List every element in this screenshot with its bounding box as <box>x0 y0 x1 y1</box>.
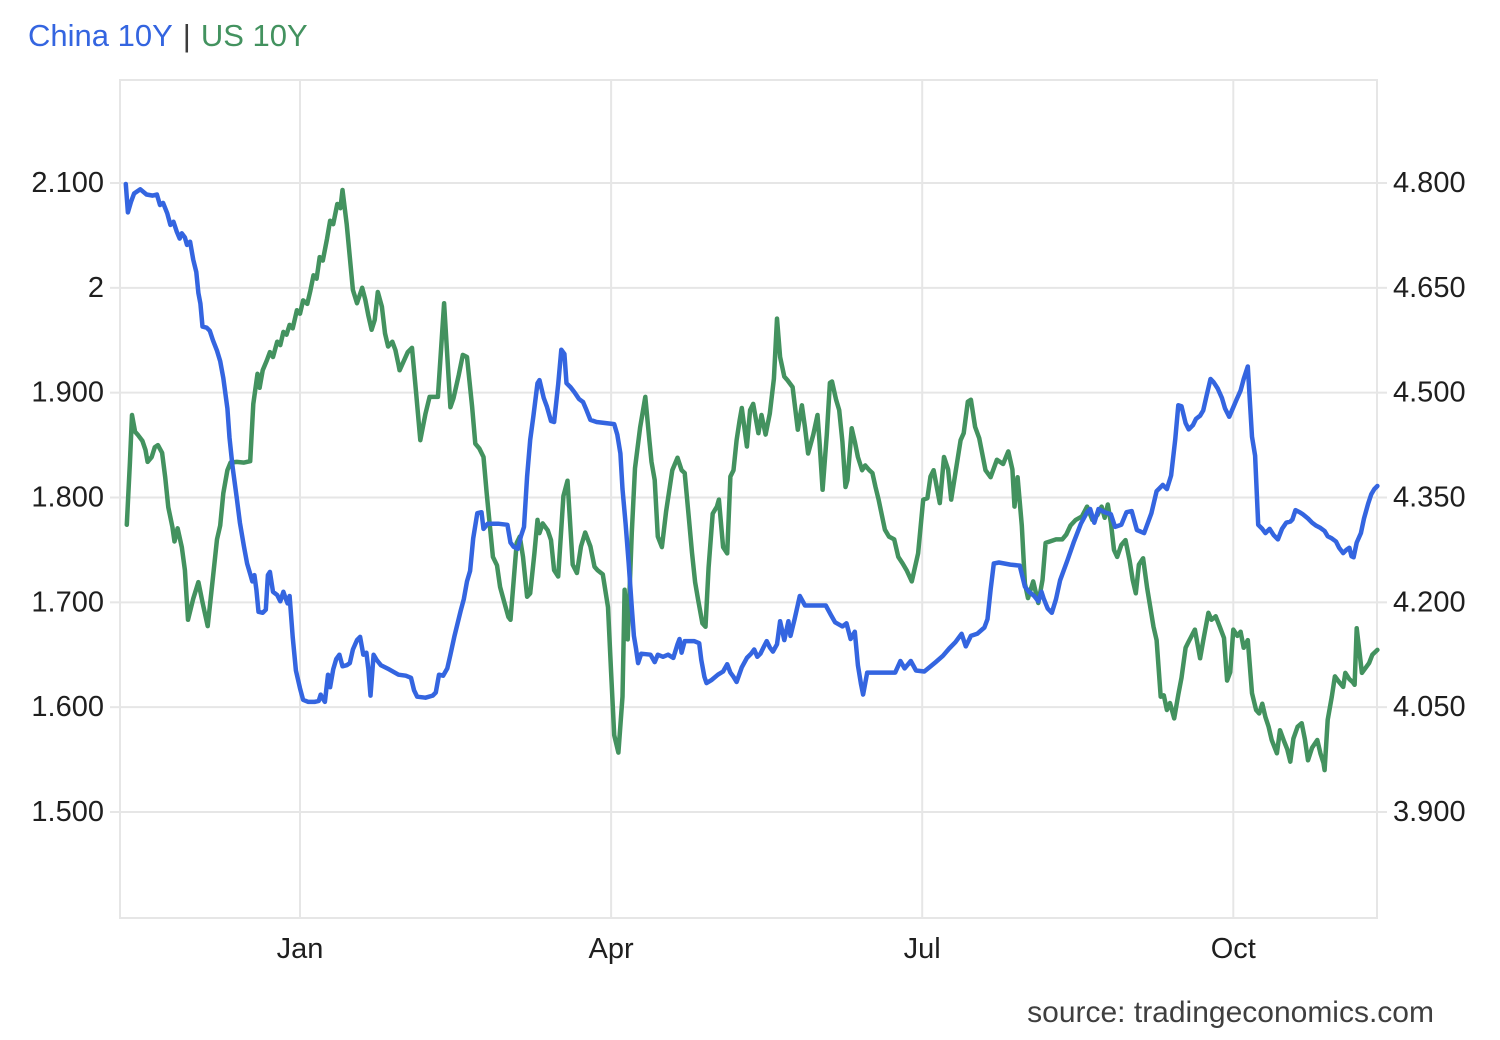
right-axis-label: 4.350 <box>1393 481 1466 513</box>
right-axis-label: 4.050 <box>1393 691 1466 723</box>
left-axis-label: 1.500 <box>31 796 104 828</box>
left-axis-label: 2 <box>88 272 104 304</box>
left-axis-label: 1.800 <box>31 481 104 513</box>
legend-china-10y[interactable]: China 10Y <box>28 18 173 53</box>
series-line-china-10y[interactable] <box>123 181 1380 705</box>
x-axis-label: Jan <box>277 933 324 965</box>
x-axis-label: Jul <box>904 933 941 965</box>
left-axis-label: 1.600 <box>31 691 104 723</box>
x-axis-label: Apr <box>589 933 634 965</box>
legend-us-10y[interactable]: US 10Y <box>200 18 308 53</box>
source-attribution: source: tradingeconomics.com <box>1027 996 1434 1029</box>
right-axis-label: 4.200 <box>1393 586 1466 618</box>
left-axis-label: 1.700 <box>31 586 104 618</box>
series-line-us-10y[interactable] <box>124 187 1380 773</box>
x-axis-label: Oct <box>1211 933 1256 965</box>
right-axis-label: 4.500 <box>1393 377 1466 409</box>
chart-legend: China 10Y | US 10Y <box>28 18 308 54</box>
right-axis-label: 3.900 <box>1393 796 1466 828</box>
plot-area[interactable] <box>119 79 1378 919</box>
right-axis-label: 4.800 <box>1393 167 1466 199</box>
right-axis-label: 4.650 <box>1393 272 1466 304</box>
left-axis-label: 2.100 <box>31 167 104 199</box>
left-axis-label: 1.900 <box>31 377 104 409</box>
legend-separator: | <box>182 18 191 53</box>
